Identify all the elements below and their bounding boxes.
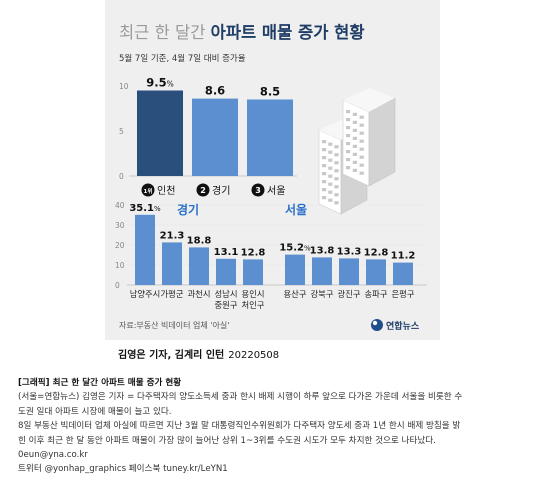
data-label: 21.3 <box>160 230 185 241</box>
y-tick-label: 10 <box>115 261 125 270</box>
chart-title-bold: 아파트 매물 증가 현황 <box>211 23 365 42</box>
article-line-2: 도권 일대 아파트 시장에 매물이 늘고 있다. <box>18 406 172 417</box>
byline-authors: 김영은 기자, 김계리 인턴 <box>118 350 225 361</box>
data-label: 13.3 <box>337 246 362 257</box>
category-label: 은평구 <box>392 289 415 299</box>
bar-용인시 처인구 <box>243 259 263 285</box>
chart-subtitle: 5월 7일 기준, 4월 7일 대비 증가율 <box>119 53 246 64</box>
category-label: 서울 <box>267 185 285 197</box>
bar-은평구 <box>393 262 413 285</box>
logo-text: 연합뉴스 <box>386 320 420 332</box>
bar-가평군 <box>162 242 182 285</box>
category-label: 경기 <box>212 184 230 197</box>
chart-title: 최근 한 달간 아파트 매물 증가 현황 <box>119 23 365 42</box>
bar-강북구 <box>312 257 332 285</box>
rank-badge <box>251 183 265 197</box>
category-label: 용산구 <box>284 289 307 299</box>
byline: 김영은 기자, 김계리 인턴 20220508 <box>118 346 279 361</box>
category-label: 성남시 <box>215 289 238 299</box>
yonhap-logo: 연합뉴스 <box>371 319 420 332</box>
yonhap-logo-icon <box>371 319 383 331</box>
data-label-unit: % <box>167 80 174 89</box>
source-note: 자료:부동산 빅데이터 업체 '아실' <box>119 320 229 330</box>
article-headline: [그래픽] 최근 한 달간 아파트 매물 증가 현황 <box>18 378 182 388</box>
y-tick-label: 10 <box>119 82 129 91</box>
data-label: 13.8 <box>310 245 335 256</box>
y-tick-label: 0 <box>115 281 120 290</box>
data-label-unit: % <box>304 245 311 253</box>
data-label: 8.6 <box>205 84 225 98</box>
y-tick-label: 40 <box>115 201 125 210</box>
category-label: 광진구 <box>338 289 361 299</box>
data-label: 15.2% <box>279 243 311 254</box>
infographic-card: 최근 한 달간 아파트 매물 증가 현황 5월 7일 기준, 4월 7일 대비 … <box>105 0 440 340</box>
rank-label: 2 <box>200 186 206 195</box>
data-label: 13.1 <box>214 247 239 258</box>
bar-송파구 <box>366 259 386 285</box>
data-label: 9.5% <box>146 76 174 90</box>
category-label: 중원구 <box>215 300 238 310</box>
top-chart: 0 5 10 9.5% 1위 인천 8.6 2 경기 8.5 3 서울 <box>119 76 297 197</box>
data-label: 12.8 <box>364 247 389 258</box>
category-label: 과천시 <box>188 289 211 299</box>
bar-용산구 <box>285 254 305 285</box>
category-label: 가평군 <box>161 289 184 299</box>
rank-badge <box>196 183 210 197</box>
rank-label: 1위 <box>144 187 153 195</box>
article-body: [그래픽] 최근 한 달간 아파트 매물 증가 현황 (서울=연합뉴스) 김영은… <box>18 376 523 477</box>
data-label: 11.2 <box>391 251 416 262</box>
group-label-서울: 서울 <box>285 202 307 217</box>
bar-과천시 <box>189 247 209 285</box>
rank-badge <box>141 183 155 197</box>
data-label: 35.1% <box>129 203 161 214</box>
bar-성남시 중원구 <box>216 258 236 285</box>
category-label: 인천 <box>157 185 175 197</box>
bar-경기 <box>192 98 238 176</box>
article-line-4: 힌 이후 최근 한 달 동안 아파트 매물이 가장 많이 늘어난 상위 1~3위… <box>18 435 436 446</box>
data-label: 8.5 <box>260 85 280 99</box>
chart-canvas: 최근 한 달간 아파트 매물 증가 현황 5월 7일 기준, 4월 7일 대비 … <box>115 23 427 332</box>
category-label: 송파구 <box>365 289 388 299</box>
category-label: 용인시 <box>242 289 265 299</box>
data-label-unit: % <box>154 205 161 213</box>
apartment-building-icon <box>318 88 396 215</box>
rank-label: 3 <box>255 186 261 195</box>
bar-서울 <box>247 99 293 176</box>
bar-인천 <box>137 90 183 176</box>
article-email: 0eun@yna.co.kr <box>18 450 88 461</box>
article-line-3: 8일 부동산 빅데이터 업체 아실에 따르면 지난 3월 말 대통령직인수위원회… <box>18 421 461 432</box>
bottom-chart: 0 10 20 30 40 경기 35.1% 남양주시 21.3 가평군 18.8 과천시 13.1 성남… <box>115 201 427 310</box>
article-line-1: (서울=연합뉴스) 김영은 기자 = 다주택자의 양도소득세 중과 한시 배제 … <box>18 392 463 403</box>
article-social: 트위터 @yonhap_graphics 페이스북 tuney.kr/LeYN1 <box>18 464 228 475</box>
category-label: 강북구 <box>311 289 334 299</box>
chart-title-light: 최근 한 달간 <box>119 23 211 42</box>
y-tick-label: 20 <box>115 241 125 250</box>
y-tick-label: 30 <box>115 221 125 230</box>
y-tick-label: 5 <box>119 127 124 136</box>
data-label: 18.8 <box>187 235 212 246</box>
y-tick-label: 0 <box>119 172 124 181</box>
byline-date: 20220508 <box>228 350 280 361</box>
group-label-경기: 경기 <box>177 202 199 217</box>
data-label: 12.8 <box>241 247 266 258</box>
bar-남양주시 <box>135 214 155 285</box>
category-label: 처인구 <box>242 300 265 310</box>
bar-광진구 <box>339 258 359 285</box>
category-label: 남양주시 <box>130 289 161 299</box>
